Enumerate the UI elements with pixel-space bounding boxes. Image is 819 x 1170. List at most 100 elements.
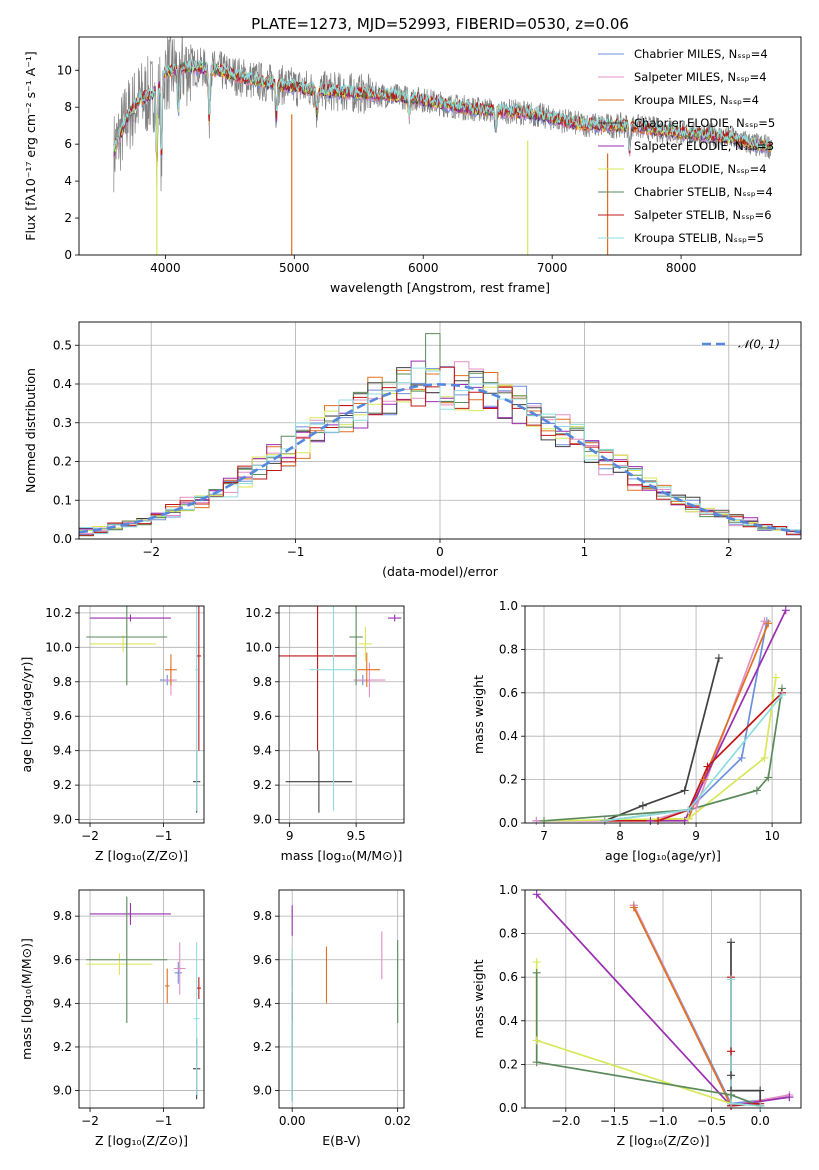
x-tick-label: −1 — [155, 1114, 173, 1128]
axes-frame — [78, 36, 802, 256]
weight-marker — [646, 816, 655, 825]
weight-marker — [699, 775, 708, 784]
weight-series-2 — [633, 907, 732, 1107]
weight-marker — [727, 1047, 736, 1056]
weight-marker — [532, 1036, 541, 1045]
figure-title: PLATE=1273, MJD=52993, FIBERID=0530, z=0… — [251, 15, 629, 33]
y-tick-label: 4 — [64, 174, 72, 188]
y-tick-label: 9.6 — [253, 709, 272, 723]
y-tick-label: 9.4 — [253, 744, 272, 758]
weight-marker — [638, 801, 647, 810]
y-tick-label: 9.8 — [253, 909, 272, 923]
y-tick-label: 0 — [64, 248, 72, 262]
x-tick-label: 9 — [286, 829, 294, 843]
legend-label: 𝒩(0, 1) — [738, 337, 780, 351]
x-tick-label: 0.02 — [384, 1114, 411, 1128]
plot-area-weight-vs-z — [525, 890, 801, 1108]
y-tick-label: 0.0 — [499, 1101, 518, 1115]
y-tick-label: 9.2 — [53, 778, 72, 792]
y-tick-label: 0.2 — [53, 455, 72, 469]
weight-marker — [532, 1058, 541, 1067]
weight-marker — [600, 816, 609, 825]
x-tick-label: −0.5 — [697, 1114, 726, 1128]
x-tick-label: −2 — [81, 1114, 99, 1128]
y-axis-label: mass [log₁₀(M/M⊙)] — [19, 938, 34, 1060]
x-axis-label: Z [log₁₀(Z/Z⊙)] — [95, 848, 188, 863]
weight-marker — [727, 1099, 736, 1108]
y-tick-label: 10.0 — [245, 640, 272, 654]
x-tick-label: 0.00 — [279, 1114, 306, 1128]
x-axis-label: age [log₁₀(age/yr)] — [605, 848, 721, 863]
x-tick-label: 2 — [725, 545, 733, 559]
plot-area-age-vs-mass — [279, 606, 404, 823]
weight-marker — [785, 1093, 794, 1102]
x-tick-label: 8 — [616, 829, 624, 843]
weight-series-3 — [730, 942, 762, 1106]
y-tick-label: 0.4 — [53, 377, 72, 391]
y-tick-label: 1.0 — [499, 599, 518, 613]
weight-marker — [532, 957, 541, 966]
y-tick-label: 9.4 — [253, 996, 272, 1010]
x-axis-label: E(B-V) — [322, 1133, 361, 1148]
panel-residuals: −2 −1 0 1 2 0.0 0.1 0.2 0.3 0.4 0.5 (data-model)/er… — [23, 321, 802, 579]
y-tick-label: 0.6 — [499, 970, 518, 984]
y-tick-label: 0.8 — [499, 927, 518, 941]
weight-marker — [684, 805, 693, 814]
x-axis-label: mass [log₁₀(M/M⊙)] — [281, 848, 403, 863]
y-tick-label: 9.0 — [253, 1084, 272, 1098]
y-axis-label: Flux [fλ10⁻¹⁷ erg cm⁻² s⁻¹ A⁻¹] — [23, 51, 38, 240]
x-tick-label: −2 — [81, 829, 99, 843]
weight-series-2 — [604, 623, 770, 822]
y-tick-label: 6 — [64, 137, 72, 151]
y-tick-label: 10.2 — [45, 606, 72, 620]
y-tick-label: 0.0 — [499, 816, 518, 830]
weight-marker — [764, 619, 773, 628]
y-tick-label: 8 — [64, 100, 72, 114]
weight-series-3 — [604, 657, 720, 822]
x-tick-label: 4000 — [150, 261, 181, 275]
y-tick-label: 0.8 — [499, 642, 518, 656]
x-tick-label: −1.0 — [648, 1114, 677, 1128]
weight-marker — [532, 890, 541, 899]
axes-frame — [78, 321, 802, 540]
weight-series-7 — [730, 977, 761, 1107]
weight-marker — [629, 903, 638, 912]
panel-mass-vs-z: −2 −1 9.0 9.2 9.4 9.6 9.8 Z [log₁₀(Z/Z⊙)] mass [… — [19, 889, 205, 1148]
x-tick-label: 5000 — [279, 261, 310, 275]
legend-label: Salpeter MILES, Nₛₛₚ=4 — [634, 70, 767, 84]
x-tick-label: 10 — [764, 829, 779, 843]
normal-reference-curve — [79, 383, 801, 534]
panel-weight-vs-age: 7 8 9 10 0.0 0.2 0.4 0.6 0.8 1.0 age [log₁₀(age/yr… — [471, 599, 802, 863]
y-tick-label: 9.6 — [53, 709, 72, 723]
axes-frame — [78, 889, 205, 1109]
y-axis-label: Normed distribution — [23, 368, 38, 493]
plot-area-age-vs-z — [79, 606, 204, 823]
y-tick-label: 9.8 — [53, 675, 72, 689]
y-tick-label: 9.4 — [53, 996, 72, 1010]
weight-marker — [532, 816, 541, 825]
x-tick-label: 0.0 — [751, 1114, 770, 1128]
x-axis-label: wavelength [Angstrom, rest frame] — [330, 280, 550, 295]
y-tick-label: 2 — [64, 211, 72, 225]
x-tick-label: 1 — [581, 545, 589, 559]
weight-marker — [752, 786, 761, 795]
weight-series-8 — [730, 979, 761, 1107]
y-tick-label: 9.6 — [53, 953, 72, 967]
panel-age-vs-mass: 9 9.5 9.0 9.2 9.4 9.6 9.8 10.0 10.2 mass [log₁₀(M… — [245, 605, 405, 863]
legend-label: Kroupa ELODIE, Nₛₛₚ=4 — [634, 162, 767, 176]
x-tick-label: 7000 — [537, 261, 568, 275]
x-tick-label: −1 — [287, 545, 305, 559]
axes-frame — [278, 605, 405, 824]
y-tick-label: 0.4 — [499, 1014, 518, 1028]
y-axis-label: mass weight — [471, 675, 486, 754]
x-tick-label: 8000 — [666, 261, 697, 275]
legend-label: Kroupa MILES, Nₛₛₚ=4 — [634, 93, 759, 107]
y-tick-label: 9.4 — [53, 744, 72, 758]
axes-frame — [78, 605, 205, 824]
y-axis-label: age [log₁₀(age/yr)] — [19, 657, 34, 773]
legend-label: Chabrier STELIB, Nₛₛₚ=4 — [634, 185, 773, 199]
x-tick-label: −1.5 — [600, 1114, 629, 1128]
weight-marker — [756, 1101, 765, 1110]
y-tick-label: 0.5 — [53, 338, 72, 352]
y-tick-label: 0.6 — [499, 686, 518, 700]
